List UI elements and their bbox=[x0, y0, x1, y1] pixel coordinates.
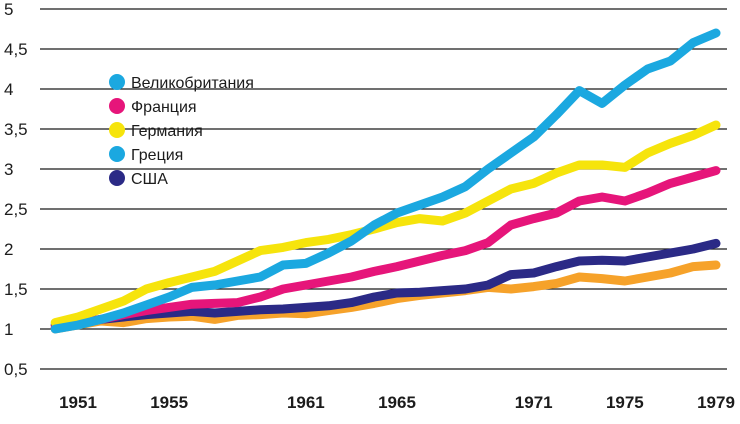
y-tick-label: 4 bbox=[4, 80, 13, 99]
y-tick-label: 1 bbox=[4, 320, 13, 339]
y-tick-label: 2 bbox=[4, 240, 13, 259]
y-tick-label: 4,5 bbox=[4, 40, 28, 59]
legend-label: Великобритания bbox=[131, 75, 254, 92]
legend-label: США bbox=[131, 171, 168, 188]
y-tick-label: 2,5 bbox=[4, 200, 28, 219]
series-line-4 bbox=[50, 120, 721, 328]
y-axis-tick-labels: 0,5 1 1,5 2 2,5 3 3,5 4 4,5 5 bbox=[4, 0, 28, 379]
x-tick-label: 1975 bbox=[606, 393, 644, 412]
x-tick-label: 1979 bbox=[697, 393, 735, 412]
legend-marker bbox=[109, 146, 125, 162]
legend-marker bbox=[109, 170, 125, 186]
series-line-3 bbox=[50, 166, 721, 332]
x-tick-label: 1951 bbox=[59, 393, 97, 412]
legend-marker bbox=[109, 74, 125, 90]
y-tick-label: 0,5 bbox=[4, 360, 28, 379]
x-tick-label: 1965 bbox=[378, 393, 416, 412]
y-tick-label: 3 bbox=[4, 160, 13, 179]
legend: Великобритания Франция Германия Греция США bbox=[109, 74, 254, 188]
series-line-5 bbox=[50, 28, 721, 334]
legend-marker bbox=[109, 122, 125, 138]
y-tick-label: 3,5 bbox=[4, 120, 28, 139]
legend-marker bbox=[109, 98, 125, 114]
legend-label: Германия bbox=[131, 123, 203, 140]
series-line-2 bbox=[50, 238, 721, 330]
y-tick-label: 5 bbox=[4, 0, 13, 19]
x-tick-label: 1955 bbox=[150, 393, 188, 412]
x-tick-label: 1961 bbox=[287, 393, 325, 412]
y-tick-label: 1,5 bbox=[4, 280, 28, 299]
legend-label: Греция bbox=[131, 147, 183, 164]
legend-label: Франция bbox=[131, 99, 197, 116]
series-lines bbox=[50, 28, 721, 334]
x-axis-tick-labels: 1951 1955 1961 1965 1971 1975 1979 bbox=[59, 393, 735, 412]
x-tick-label: 1971 bbox=[515, 393, 553, 412]
